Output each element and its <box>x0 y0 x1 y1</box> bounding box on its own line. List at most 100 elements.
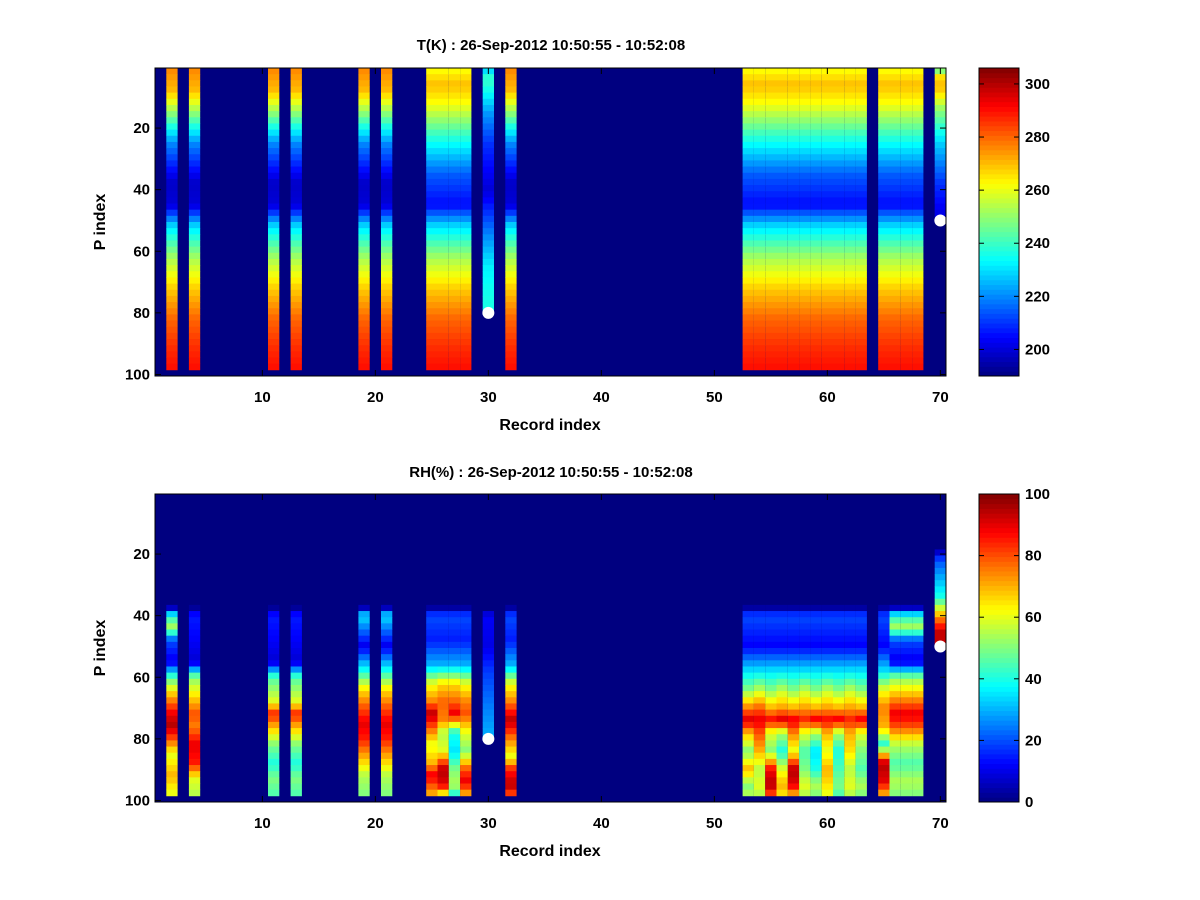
heatmap-cell <box>505 771 517 778</box>
heatmap-cell <box>900 629 913 637</box>
heatmap-cell <box>448 709 461 717</box>
heatmap-cell <box>878 617 890 624</box>
heatmap-cell <box>810 623 822 630</box>
heatmap-cell <box>810 166 822 174</box>
colorbar-band <box>979 361 1019 367</box>
heatmap-cell <box>878 351 890 358</box>
heatmap-cell <box>166 363 178 371</box>
heatmap-cell <box>268 734 280 741</box>
heatmap-cell <box>934 512 946 520</box>
heatmap-cell <box>787 222 800 229</box>
heatmap-cell <box>505 289 517 297</box>
heatmap-cell <box>776 197 788 204</box>
heatmap-cell <box>426 148 438 155</box>
heatmap-cell <box>776 641 788 649</box>
heatmap-cell <box>855 660 867 667</box>
heatmap-cell <box>765 740 777 747</box>
heatmap-cell <box>900 586 913 593</box>
heatmap-cell <box>188 789 201 797</box>
heatmap-cell <box>448 295 461 303</box>
heatmap-cell <box>753 320 766 328</box>
heatmap-cell <box>290 660 302 667</box>
heatmap-cell <box>889 777 901 784</box>
heatmap-cell <box>358 357 370 365</box>
heatmap-cell <box>381 555 393 563</box>
heatmap-cell <box>844 351 856 358</box>
heatmap-cell <box>833 537 845 544</box>
heatmap-cell <box>833 320 845 328</box>
heatmap-cell <box>810 678 822 686</box>
heatmap-cell <box>776 117 788 124</box>
heatmap-cell <box>448 178 461 186</box>
heatmap-cell <box>799 289 811 297</box>
heatmap-cell <box>765 265 777 272</box>
heatmap-cell <box>188 283 201 291</box>
heatmap-cell <box>505 530 517 538</box>
heatmap-cell <box>290 80 302 87</box>
heatmap-cell <box>381 363 393 371</box>
heatmap-cell <box>381 740 393 747</box>
heatmap-cell <box>742 240 754 248</box>
heatmap-cell <box>188 734 201 741</box>
colorbar-band <box>979 513 1019 519</box>
heatmap-cell <box>460 746 472 754</box>
heatmap-cell <box>426 222 438 229</box>
heatmap-cell <box>900 611 913 618</box>
heatmap-cell <box>776 617 788 624</box>
heatmap-cell <box>460 203 472 211</box>
heatmap-cell <box>290 308 302 315</box>
heatmap-cell <box>799 752 811 760</box>
heatmap-cell <box>482 289 494 297</box>
heatmap-cell <box>437 141 449 149</box>
heatmap-cell <box>426 684 438 692</box>
heatmap-cell <box>765 494 777 501</box>
heatmap-cell <box>799 715 811 723</box>
heatmap-cell <box>878 86 890 94</box>
heatmap-cell <box>912 752 924 760</box>
heatmap-cell <box>900 660 913 667</box>
heatmap-cell <box>912 117 924 124</box>
heatmap-cell <box>753 166 766 174</box>
heatmap-cell <box>437 289 449 297</box>
heatmap-cell <box>878 111 890 118</box>
heatmap-cell <box>426 611 438 618</box>
heatmap-cell <box>912 518 924 526</box>
heatmap-cell <box>878 654 890 661</box>
heatmap-cell <box>833 660 845 667</box>
heatmap-cell <box>753 345 766 352</box>
heatmap-cell <box>166 98 178 106</box>
heatmap-cell <box>290 721 302 729</box>
heatmap-cell <box>505 641 517 649</box>
heatmap-cell <box>799 191 811 198</box>
heatmap-cell <box>437 789 449 797</box>
heatmap-cell <box>381 765 393 772</box>
heatmap-cell <box>833 765 845 772</box>
heatmap-cell <box>810 758 822 766</box>
heatmap-cell <box>900 92 913 100</box>
record-column <box>889 68 901 371</box>
heatmap-cell <box>381 98 393 106</box>
heatmap-cell <box>799 295 811 303</box>
heatmap-cell <box>833 654 845 661</box>
heatmap-cell <box>934 598 946 606</box>
heatmap-cell <box>821 197 833 204</box>
heatmap-cell <box>290 222 302 229</box>
heatmap-cell <box>844 363 856 371</box>
heatmap-cell <box>900 289 913 297</box>
heatmap-cell <box>776 574 788 581</box>
colorbar-band <box>979 313 1019 319</box>
heatmap-cell <box>742 111 754 118</box>
heatmap-cell <box>482 277 494 284</box>
heatmap-cell <box>878 252 890 260</box>
heatmap-cell <box>855 629 867 637</box>
heatmap-cell <box>765 271 777 278</box>
heatmap-cell <box>482 549 494 556</box>
heatmap-cell <box>166 709 178 717</box>
heatmap-cell <box>821 98 833 106</box>
colorbar-band <box>979 522 1019 529</box>
heatmap-cell <box>448 758 461 766</box>
heatmap-cell <box>482 697 494 704</box>
record-column <box>166 494 178 797</box>
heatmap-cell <box>912 758 924 766</box>
heatmap-cell <box>753 283 766 291</box>
